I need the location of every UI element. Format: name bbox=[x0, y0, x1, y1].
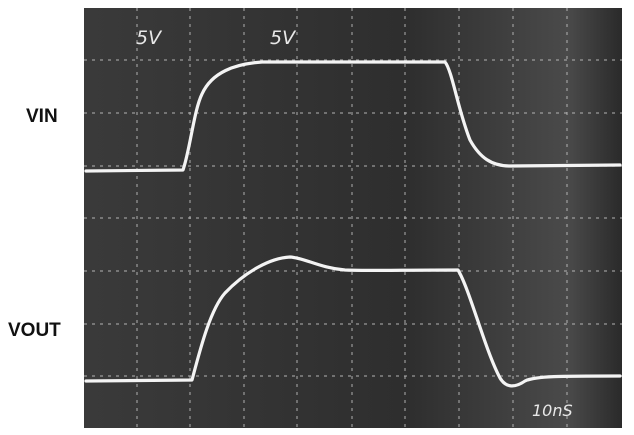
trace-label: VIN bbox=[26, 106, 58, 127]
figure: 5V 5V 10nS VIN VOUT bbox=[0, 0, 634, 435]
page: 5V 5V 10nS VIN VOUT (() => { const data … bbox=[0, 0, 634, 435]
channel-scale: 5V bbox=[270, 27, 297, 49]
time-scale: 10nS bbox=[532, 401, 573, 420]
trace-label: VOUT bbox=[8, 320, 61, 341]
channel-scale: 5V bbox=[136, 27, 163, 49]
